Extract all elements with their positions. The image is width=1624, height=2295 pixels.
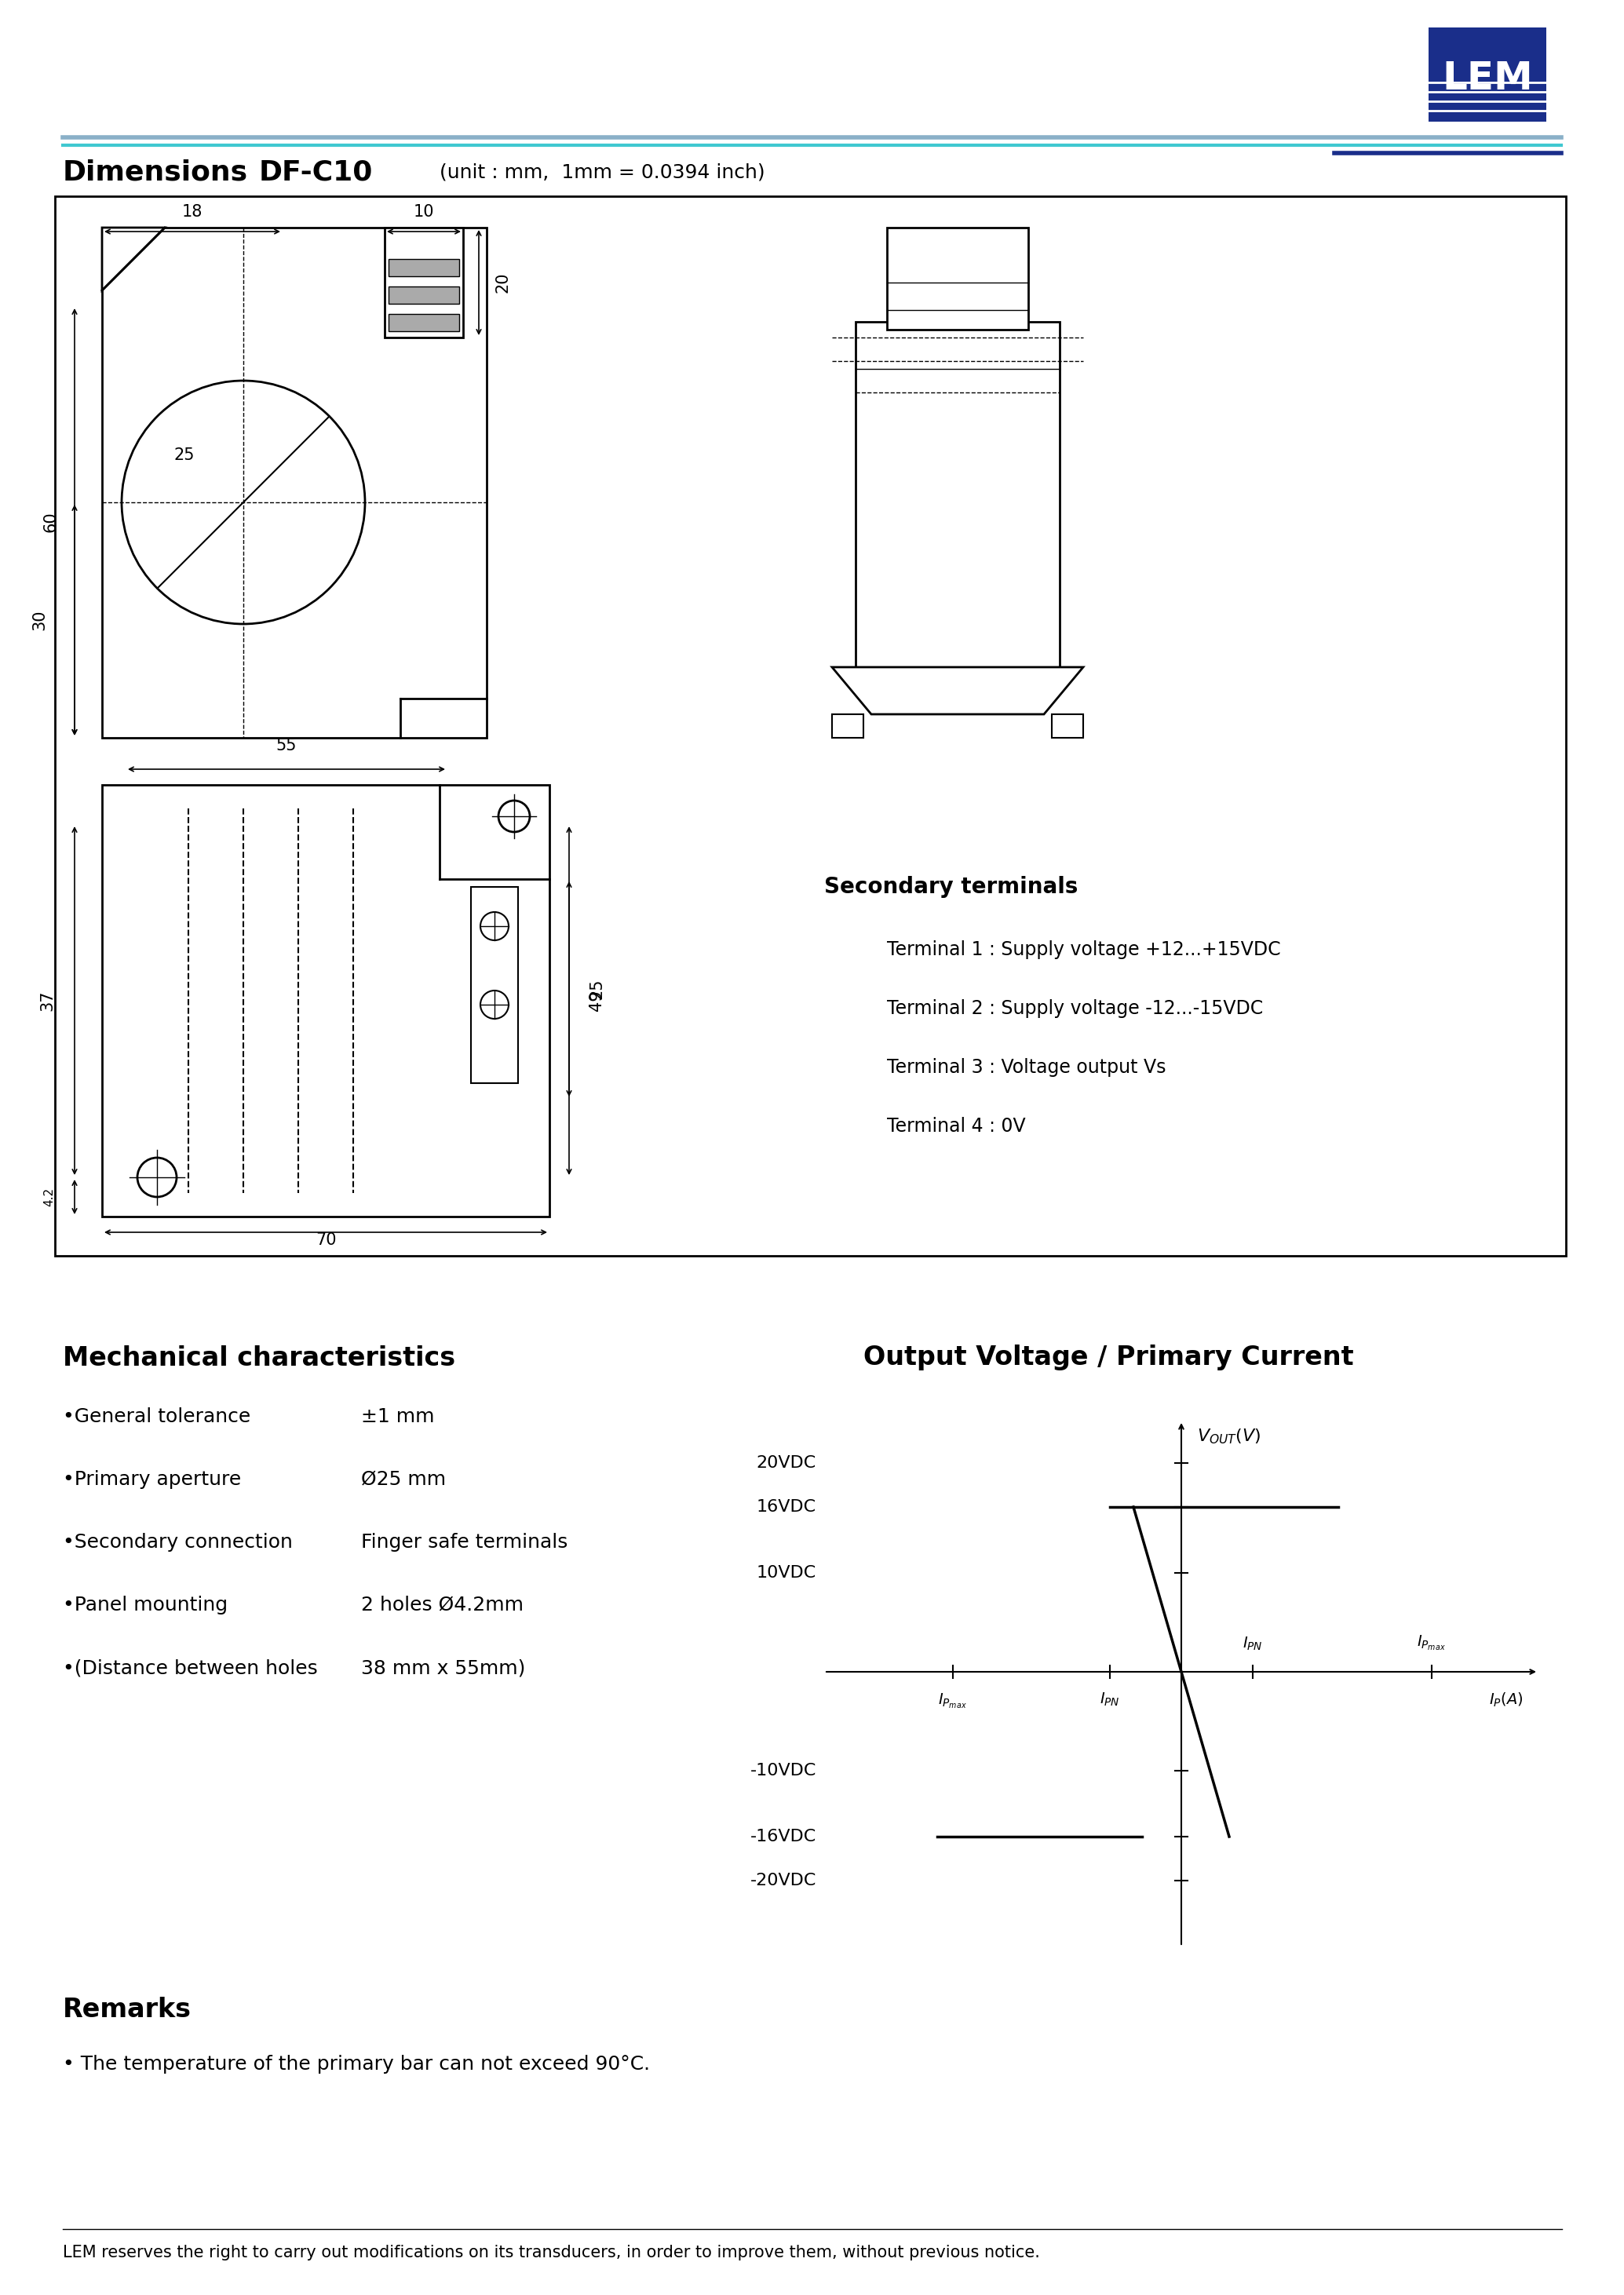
Text: $V_{OUT}(V)$: $V_{OUT}(V)$ [1197, 1427, 1262, 1446]
Text: 70: 70 [315, 1232, 336, 1248]
Text: Mechanical characteristics: Mechanical characteristics [63, 1345, 455, 1370]
Text: Terminal 3 : Voltage output Vs: Terminal 3 : Voltage output Vs [887, 1058, 1166, 1076]
Bar [471, 886, 518, 1083]
Text: $I_{PN}$: $I_{PN}$ [1099, 1691, 1121, 1707]
Text: -16VDC: -16VDC [750, 1829, 817, 1845]
Text: Output Voltage / Primary Current: Output Voltage / Primary Current [864, 1345, 1354, 1370]
Text: DF-C10: DF-C10 [258, 158, 374, 186]
Text: 38 mm x 55mm): 38 mm x 55mm) [361, 1659, 526, 1678]
Text: 20: 20 [494, 273, 510, 294]
Text: 60: 60 [44, 512, 58, 532]
Text: LEM: LEM [1442, 60, 1533, 96]
Text: 49: 49 [588, 989, 604, 1012]
Text: 10: 10 [414, 204, 434, 220]
Text: -10VDC: -10VDC [750, 1763, 817, 1779]
Bar [388, 314, 460, 330]
Text: •Primary aperture: •Primary aperture [63, 1471, 242, 1489]
Text: Remarks: Remarks [63, 1997, 192, 2022]
Text: 4.2: 4.2 [44, 1187, 55, 1207]
Text: Dimensions: Dimensions [63, 158, 248, 186]
Text: •Panel mounting: •Panel mounting [63, 1595, 227, 1613]
Bar [856, 321, 1059, 668]
Text: $I_{PN}$: $I_{PN}$ [1242, 1636, 1263, 1652]
Text: 18: 18 [182, 204, 203, 220]
Bar [102, 785, 549, 1216]
Text: 55: 55 [276, 737, 297, 753]
Text: •(Distance between holes: •(Distance between holes [63, 1659, 318, 1678]
Bar [55, 195, 1566, 1255]
Text: 25: 25 [588, 978, 604, 998]
Text: Ø25 mm: Ø25 mm [361, 1471, 447, 1489]
Text: 10VDC: 10VDC [757, 1565, 817, 1581]
Text: $I_P(A)$: $I_P(A)$ [1489, 1691, 1523, 1710]
Bar [388, 259, 460, 275]
Text: 25: 25 [174, 448, 195, 464]
Text: $I_{P_{max}}$: $I_{P_{max}}$ [939, 1691, 968, 1710]
Bar [831, 714, 864, 737]
Text: 30: 30 [31, 610, 47, 631]
Text: $I_{P_{max}}$: $I_{P_{max}}$ [1416, 1634, 1445, 1652]
Polygon shape [831, 668, 1083, 714]
Bar [385, 227, 463, 337]
Text: 20VDC: 20VDC [757, 1455, 817, 1471]
Text: Secondary terminals: Secondary terminals [823, 877, 1078, 897]
Text: Finger safe terminals: Finger safe terminals [361, 1533, 568, 1551]
Text: Terminal 4 : 0V: Terminal 4 : 0V [887, 1118, 1026, 1136]
Text: Terminal 1 : Supply voltage +12...+15VDC: Terminal 1 : Supply voltage +12...+15VDC [887, 941, 1281, 959]
Text: (unit : mm,  1mm = 0.0394 inch): (unit : mm, 1mm = 0.0394 inch) [440, 163, 765, 181]
Text: • The temperature of the primary bar can not exceed 90°C.: • The temperature of the primary bar can… [63, 2054, 650, 2075]
Bar [102, 227, 487, 737]
Text: Terminal 2 : Supply voltage -12...-15VDC: Terminal 2 : Supply voltage -12...-15VDC [887, 998, 1263, 1019]
Bar [887, 227, 1028, 330]
Text: •Secondary connection: •Secondary connection [63, 1533, 292, 1551]
Text: •General tolerance: •General tolerance [63, 1407, 250, 1425]
Text: -20VDC: -20VDC [750, 1873, 817, 1889]
Bar [388, 287, 460, 303]
Text: 16VDC: 16VDC [757, 1499, 817, 1515]
Text: 37: 37 [39, 991, 55, 1012]
Text: 2 holes Ø4.2mm: 2 holes Ø4.2mm [361, 1595, 523, 1613]
Text: LEM reserves the right to carry out modifications on its transducers, in order t: LEM reserves the right to carry out modi… [63, 2245, 1039, 2261]
Polygon shape [102, 227, 164, 291]
Bar [1429, 28, 1546, 122]
Text: ±1 mm: ±1 mm [361, 1407, 435, 1425]
Bar [1052, 714, 1083, 737]
